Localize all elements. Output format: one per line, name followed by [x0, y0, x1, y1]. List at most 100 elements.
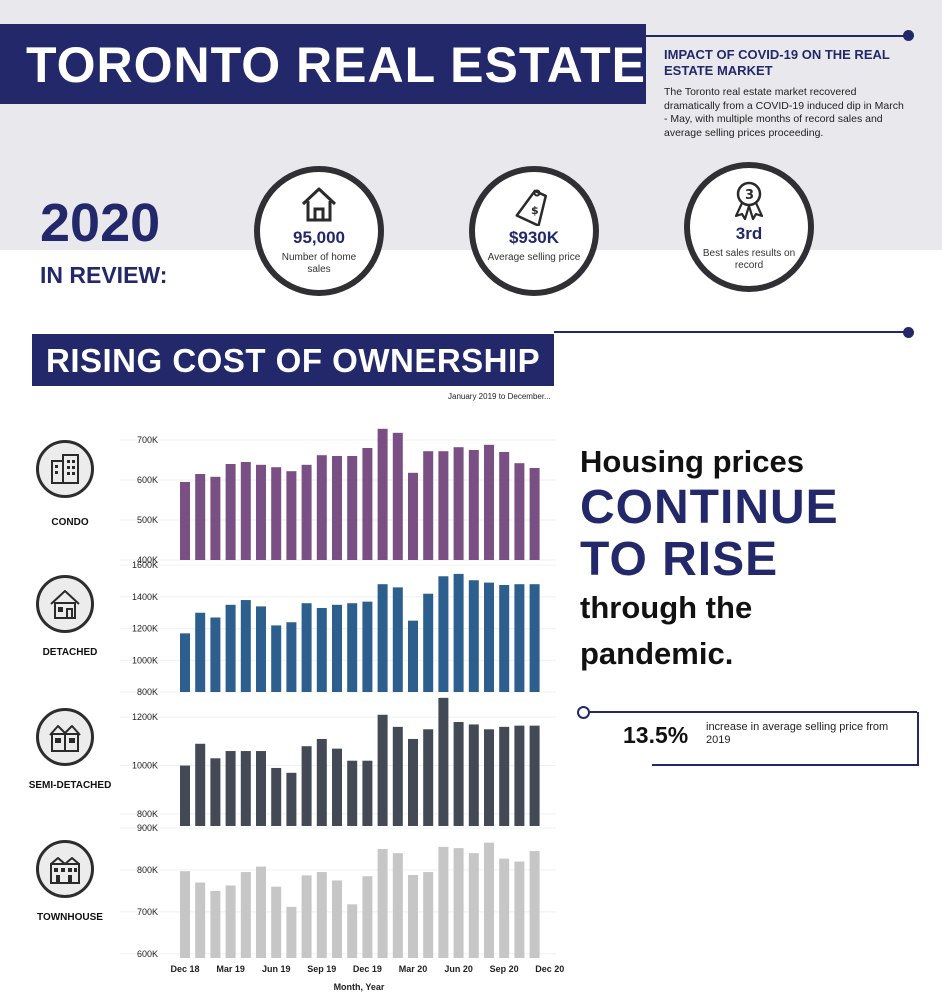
semi-detached-bar: [332, 748, 342, 826]
townhouse-bar: [271, 886, 282, 958]
condo-ytick-label: 700K: [137, 435, 158, 445]
highlight-value: 13.5%: [623, 722, 689, 748]
x-tick-label: Dec 20: [535, 964, 564, 974]
condo-bar: [499, 452, 510, 560]
townhouse-bar: [256, 866, 266, 958]
detached-house-icon: [50, 590, 80, 619]
semi-detached-bar: [301, 746, 312, 826]
section-banner: RISING COST OF OWNERSHIP: [32, 334, 554, 386]
townhouse-bar: [286, 906, 297, 958]
detached-bar: [408, 620, 418, 692]
semi-detached-bar: [362, 760, 373, 826]
svg-text:3: 3: [745, 188, 754, 203]
condo-bar: [316, 455, 327, 560]
condo-bar: [362, 448, 373, 560]
detached-bar: [301, 603, 312, 692]
semi-detached-bar: [514, 725, 525, 826]
semi-detached-bar: [195, 743, 206, 826]
semi-detached-bar: [316, 738, 327, 826]
impact-title: IMPACT OF COVID-19 ON THE REAL ESTATE MA…: [664, 47, 890, 78]
headline-line1: Housing prices: [580, 444, 804, 479]
condo-ytick-label: 600K: [137, 475, 158, 485]
detached-bar: [195, 612, 206, 692]
headline-line2: CONTINUE: [580, 481, 839, 534]
price-tag-icon: $: [515, 189, 548, 226]
detached-ytick-label: 1200K: [132, 624, 158, 634]
townhouse-bar: [301, 875, 312, 958]
semi-detached-ytick-label: 1000K: [132, 761, 158, 771]
condo-bar: [240, 462, 251, 560]
review-year: 2020: [40, 193, 161, 253]
review-label: IN REVIEW:: [40, 262, 168, 288]
detached-label: DETACHED: [42, 647, 98, 658]
detached-bar: [529, 584, 540, 692]
condo-bar: [332, 456, 342, 560]
detached-icon-circle: [36, 575, 94, 633]
semi-detached-bar: [180, 765, 190, 826]
x-tick-label: Jun 20: [444, 964, 473, 974]
detached-bar: [286, 622, 297, 692]
date-range: January 2019 to December...: [448, 392, 551, 401]
townhouse-bar: [347, 904, 358, 958]
detached-bar: [271, 625, 282, 692]
townhouse-bar: [438, 846, 449, 958]
title-banner: TORONTO REAL ESTATE: [0, 24, 646, 104]
condo-bar: [438, 451, 449, 560]
stat-home-sales: 95,000 Number of home sales: [254, 166, 384, 296]
condo-bar: [271, 467, 282, 560]
header-rule-dot: [903, 30, 914, 41]
semi-detached-house-icon: [49, 725, 81, 752]
detached-bar: [316, 607, 327, 692]
condo-bar: [180, 482, 190, 560]
stat-home-sales-label: Number of home sales: [281, 252, 357, 275]
condo-bar: [377, 428, 388, 560]
semi-detached-bar: [438, 697, 449, 826]
condo-bar: [301, 464, 312, 560]
header-rule: [646, 35, 908, 37]
section-rule: [554, 331, 908, 333]
house-icon: [301, 187, 337, 222]
semi-detached-bar: [484, 729, 494, 826]
headline-line5: pandemic.: [580, 636, 734, 671]
detached-bar: [423, 593, 434, 692]
detached-bar: [256, 606, 266, 692]
stat-sales-rank-value: 3rd: [735, 224, 763, 243]
townhouse-bar: [529, 851, 540, 958]
section-title: RISING COST OF OWNERSHIP: [46, 342, 541, 379]
detached-bar: [180, 633, 190, 692]
headline-line3: TO RISE: [580, 533, 779, 586]
semi-detached-ytick-label: 1200K: [132, 712, 158, 722]
townhouse-bar: [468, 853, 479, 958]
semi-detached-bar: [392, 726, 403, 826]
semi-detached-bar: [240, 751, 251, 826]
condo-bar: [529, 468, 540, 560]
townhouse-bar: [453, 848, 464, 958]
condo-bar: [286, 471, 297, 560]
detached-bar: [453, 573, 464, 692]
detached-bar: [332, 604, 342, 692]
townhouse-bar: [180, 871, 190, 958]
condo-icon-circle: [36, 440, 94, 498]
semi-detached-bar: [347, 760, 358, 826]
detached-ytick-label: 1400K: [132, 592, 158, 602]
semi-detached-bar: [377, 714, 388, 826]
highlight-box: [652, 712, 919, 766]
condo-bar: [423, 451, 434, 560]
townhouse-icon: [50, 857, 80, 884]
semi-detached-bar: [423, 729, 434, 826]
townhouse-ytick-label: 700K: [137, 907, 158, 917]
condo-bar: [453, 447, 464, 560]
detached-bar: [210, 617, 221, 692]
stat-avg-price: $ $930K Average selling price: [469, 166, 599, 296]
detached-ytick-label: 1600K: [132, 560, 158, 570]
detached-bar: [362, 601, 373, 692]
semi-detached-bar: [271, 767, 282, 826]
townhouse-bar: [484, 842, 494, 958]
semi-detached-icon-circle: [36, 708, 94, 766]
townhouse-bar: [240, 872, 251, 958]
detached-bar: [499, 584, 510, 692]
stat-avg-price-label: Average selling price: [487, 252, 581, 263]
townhouse-bar: [408, 874, 418, 958]
condo-bar: [347, 456, 358, 560]
